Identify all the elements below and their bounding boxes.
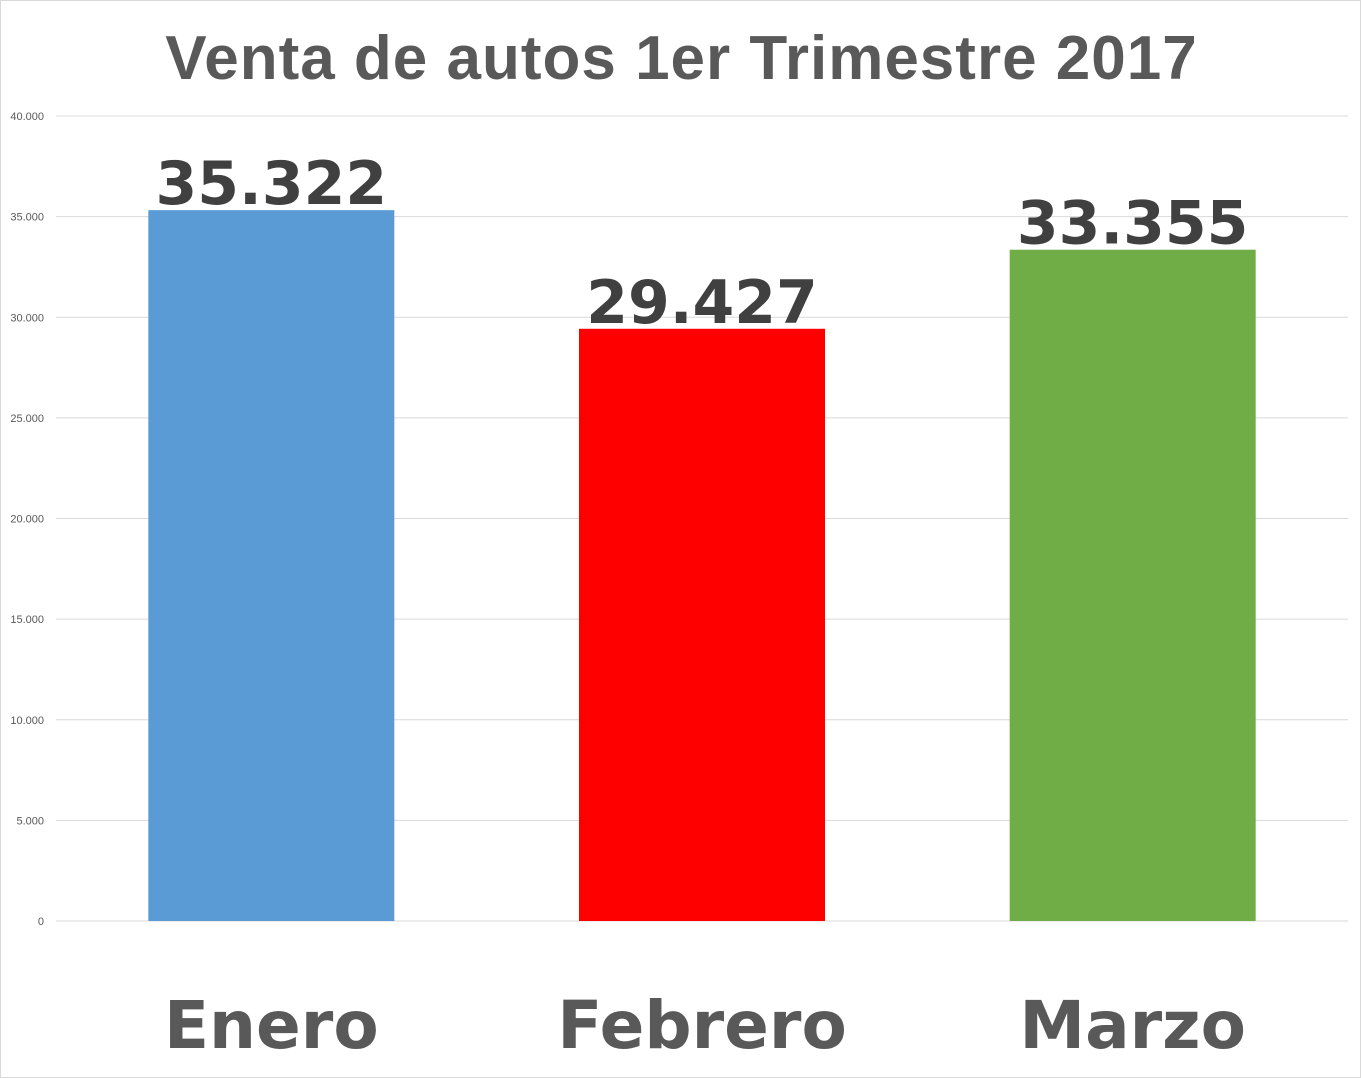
y-tick-label: 40.000	[10, 111, 44, 123]
y-tick-label: 15.000	[10, 614, 44, 626]
y-tick-label: 25.000	[10, 413, 44, 425]
bar-febrero	[579, 328, 825, 921]
y-tick-label: 35.000	[10, 212, 44, 224]
bar-enero	[148, 210, 395, 921]
chart-title: Venta de autos 1er Trimestre 2017	[165, 24, 1198, 93]
x-tick-label: Marzo	[1019, 987, 1246, 1064]
x-tick-label: Febrero	[557, 987, 847, 1064]
x-tick-label: Enero	[164, 987, 379, 1064]
y-tick-label: 30.000	[10, 312, 44, 324]
data-label: 35.322	[156, 149, 388, 219]
y-tick-label: 20.000	[10, 514, 44, 526]
data-label: 33.355	[1017, 189, 1249, 259]
y-tick-label: 10.000	[10, 715, 44, 727]
y-tick-label: 0	[38, 916, 44, 928]
y-tick-label: 5.000	[16, 815, 44, 827]
data-label: 29.427	[586, 268, 818, 338]
bar-marzo	[1009, 249, 1256, 922]
